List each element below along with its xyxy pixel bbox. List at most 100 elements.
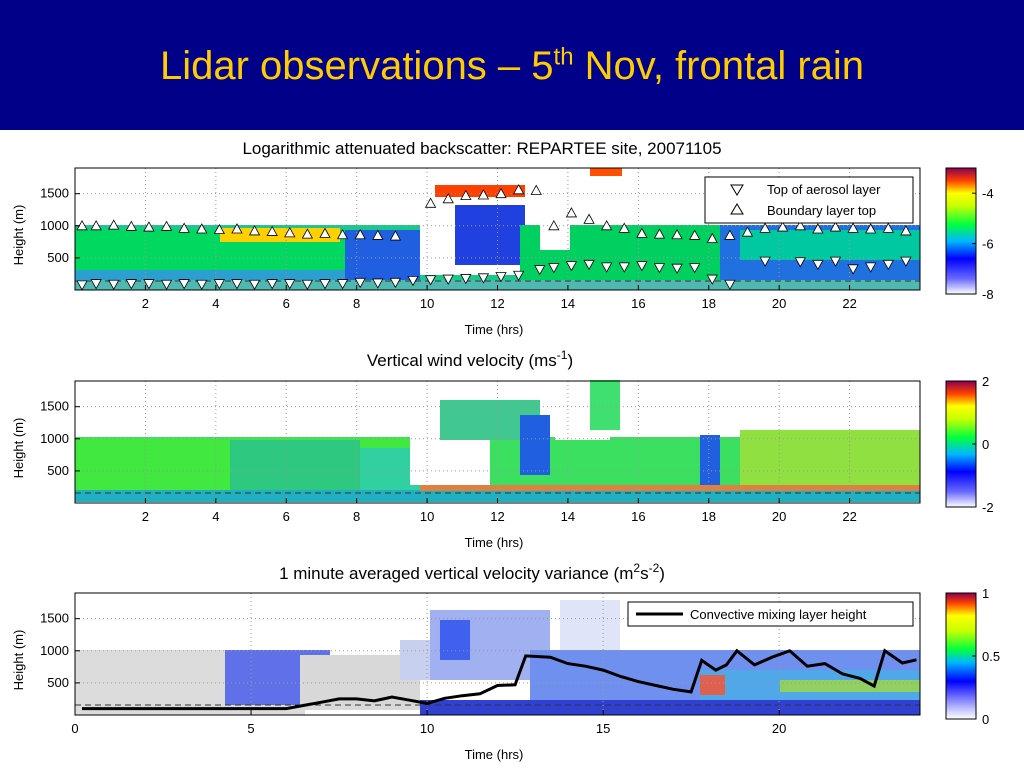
boundary-top-marker — [301, 228, 314, 239]
boundary-top-marker — [724, 229, 736, 240]
x-tick-label: 4 — [212, 509, 219, 524]
aerosol-top-marker — [354, 277, 366, 289]
aerosol-top-marker — [231, 279, 243, 290]
panel3-axes — [74, 592, 921, 716]
slide-title: Lidar observations – 5th Nov, frontal ra… — [159, 43, 865, 88]
panel2-grid — [75, 381, 920, 503]
aerosol-top-marker — [724, 279, 736, 291]
panel3-xticks: 0 5 10 15 20 — [71, 710, 786, 736]
colorbar-tick-label: 0 — [982, 712, 989, 727]
triangle-down-icon — [730, 184, 744, 196]
boundary-top-marker — [812, 223, 824, 234]
aerosol-top-marker — [90, 279, 102, 290]
x-tick-label: 5 — [247, 721, 254, 736]
aerosol-top-marker — [847, 264, 859, 275]
backscatter-panel: Logarithmic attenuated backscatter: REPA… — [11, 139, 994, 337]
panel1-legend[interactable]: Top of aerosol layer Boundary layer top — [704, 176, 914, 224]
aerosol-top-marker — [706, 274, 718, 285]
x-tick-label: 12 — [490, 509, 504, 524]
boundary-top-marker — [512, 184, 525, 195]
boundary-top-marker — [706, 232, 718, 244]
x-tick-label: 10 — [420, 509, 434, 524]
x-tick-label: 12 — [490, 296, 504, 311]
aerosol-top-marker — [882, 259, 894, 271]
boundary-top-marker — [477, 189, 490, 200]
boundary-top-marker — [424, 197, 437, 208]
boundary-top-marker — [442, 192, 454, 204]
colorbar-tick-label: 0.5 — [982, 649, 1000, 664]
colorbar-tick-label: 1 — [982, 586, 989, 601]
aerosol-top-marker — [534, 265, 546, 276]
colorbar-tick-label: -8 — [982, 287, 994, 302]
boundary-top-marker — [671, 228, 683, 240]
panel1-title: Logarithmic attenuated backscatter: REPA… — [242, 139, 721, 158]
colorbar-tick-label: 2 — [982, 374, 989, 389]
aerosol-top-marker — [618, 262, 630, 273]
x-tick-label: 4 — [212, 296, 219, 311]
panel1-colorbar: -4 -6 -8 — [945, 167, 994, 302]
panel2-ylabel: Height (m) — [11, 418, 26, 479]
boundary-top-marker — [354, 228, 366, 240]
x-tick-label: 22 — [842, 509, 856, 524]
x-tick-label: 20 — [772, 509, 786, 524]
aerosol-top-marker — [477, 273, 490, 284]
boundary-top-marker — [495, 187, 507, 199]
x-tick-label: 14 — [561, 509, 575, 524]
panel3-yticks: 500 1000 1500 — [40, 611, 80, 690]
y-tick-label: 1000 — [40, 431, 69, 446]
x-tick-label: 16 — [631, 509, 645, 524]
panel1-xlabel: Time (hrs) — [465, 322, 524, 337]
x-tick-label: 14 — [561, 296, 575, 311]
x-tick-label: 20 — [772, 296, 786, 311]
y-tick-label: 1500 — [40, 399, 69, 414]
boundary-top-marker — [143, 221, 155, 232]
boundary-top-marker — [600, 219, 613, 231]
y-tick-label: 500 — [47, 250, 69, 265]
velocity-panel: Vertical wind velocity (ms-1) 2 4 6 8 10 12 14… — [11, 348, 994, 550]
boundary-top-marker — [108, 219, 120, 230]
aerosol-top-marker — [548, 263, 560, 274]
boundary-top-marker — [847, 222, 859, 233]
x-tick-label: 18 — [702, 296, 716, 311]
triangle-up-icon — [730, 203, 744, 215]
aerosol-top-marker — [389, 277, 402, 289]
y-tick-label: 500 — [47, 675, 69, 690]
boundary-top-marker — [248, 225, 261, 236]
aerosol-top-marker — [565, 261, 578, 272]
legend-entry-aerosol: Top of aerosol layer — [767, 182, 881, 197]
x-tick-label: 2 — [142, 509, 149, 524]
legend-entry-mixing: Convective mixing layer height — [690, 607, 867, 622]
aerosol-top-marker — [407, 275, 419, 287]
aerosol-top-marker — [125, 279, 138, 290]
x-tick-label: 6 — [283, 296, 290, 311]
aerosol-top-marker — [160, 279, 173, 291]
boundary-top-marker — [530, 184, 542, 195]
panel3-legend[interactable]: Convective mixing layer height — [627, 601, 914, 627]
boundary-top-marker — [565, 207, 578, 218]
boundary-top-marker — [90, 219, 102, 231]
aerosol-top-marker — [336, 279, 349, 290]
colorbar-tick-label: -4 — [982, 186, 994, 201]
boundary-top-marker — [178, 222, 190, 233]
aerosol-top-marker — [76, 280, 88, 291]
aerosol-top-marker — [372, 278, 384, 289]
y-tick-label: 1000 — [40, 218, 69, 233]
slide-header: Lidar observations – 5th Nov, frontal ra… — [0, 0, 1024, 130]
boundary-top-marker — [266, 225, 278, 236]
aerosol-top-marker — [143, 279, 155, 290]
aerosol-top-marker — [865, 262, 877, 273]
boundary-top-marker — [900, 225, 912, 236]
aerosol-top-marker — [460, 274, 472, 285]
panel2-cbar-ticks: 2 0 -2 — [972, 374, 994, 515]
x-tick-label: 15 — [596, 721, 610, 736]
boundary-top-marker — [125, 220, 138, 231]
boundary-top-marker — [213, 223, 226, 235]
panel1-ylabel: Height (m) — [11, 205, 26, 266]
boundary-top-marker — [865, 223, 877, 234]
panel3-xlabel: Time (hrs) — [465, 747, 524, 762]
panel2-colorbar: 2 0 -2 — [945, 374, 994, 515]
aerosol-top-marker — [301, 279, 314, 291]
colorbar-tick-label: -6 — [982, 237, 994, 252]
aerosol-top-marker — [759, 256, 771, 267]
panel2-xlabel: Time (hrs) — [465, 535, 524, 550]
